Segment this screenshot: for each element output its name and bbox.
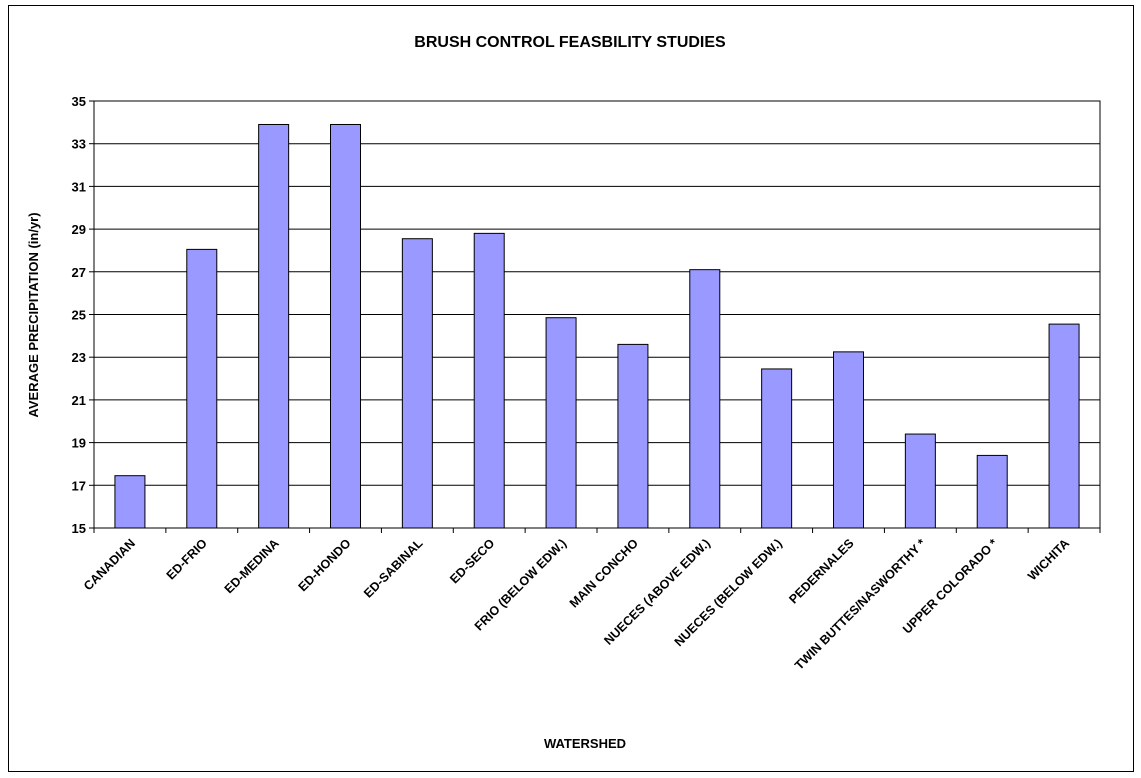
bar [186, 248, 218, 529]
y-tick-labels: 15 17 19 21 23 25 27 29 31 33 35 [72, 94, 86, 536]
bar [330, 123, 361, 529]
x-tick-label: MAIN CONCHO [567, 536, 641, 610]
x-tick-label: ED-MEDINA [222, 536, 282, 596]
y-tick-label: 23 [72, 350, 86, 365]
bar [401, 238, 433, 529]
axes [89, 100, 1101, 533]
bar [833, 351, 864, 529]
bar [761, 368, 793, 529]
bar [114, 475, 146, 529]
x-tick-label: ED-SECO [447, 536, 497, 586]
y-tick-label: 27 [72, 265, 86, 280]
x-tick-label: ED-FRIO [164, 536, 210, 582]
y-tick-label: 17 [72, 478, 86, 493]
y-axis-label: AVERAGE PRECIPITATION (in/yr) [26, 212, 41, 417]
x-tick-labels: CANADIAN ED-FRIO ED-MEDINA ED-HONDO ED-SABIN… [81, 536, 1072, 673]
y-tick-label: 21 [72, 393, 86, 408]
x-tick-label: PEDERNALES [786, 536, 856, 606]
bar [1048, 323, 1080, 529]
chart-title: BRUSH CONTROL FEASBILITY STUDIES [414, 34, 726, 51]
gridlines [94, 100, 1100, 486]
bar [473, 232, 505, 529]
y-tick-label: 19 [72, 436, 86, 451]
x-tick-label: WICHITA [1025, 536, 1072, 583]
bar [976, 454, 1008, 529]
y-tick-label: 29 [72, 222, 86, 237]
bar [904, 433, 936, 529]
bars [114, 123, 1080, 529]
bar [258, 123, 290, 529]
y-tick-label: 31 [72, 179, 86, 194]
y-tick-label: 25 [72, 308, 86, 323]
bar [617, 343, 649, 529]
x-tick-label: ED-SABINAL [361, 536, 426, 601]
bar [689, 269, 721, 529]
bar [545, 317, 577, 529]
y-tick-label: 15 [72, 521, 86, 536]
x-tick-label: TWIN BUTTES/NASWORTHY * [792, 536, 929, 673]
x-axis-label: WATERSHED [544, 736, 626, 751]
x-tick-label: CANADIAN [81, 536, 138, 593]
y-tick-label: 33 [72, 137, 86, 152]
x-tick-label: ED-HONDO [296, 536, 354, 594]
y-tick-label: 35 [72, 94, 86, 109]
